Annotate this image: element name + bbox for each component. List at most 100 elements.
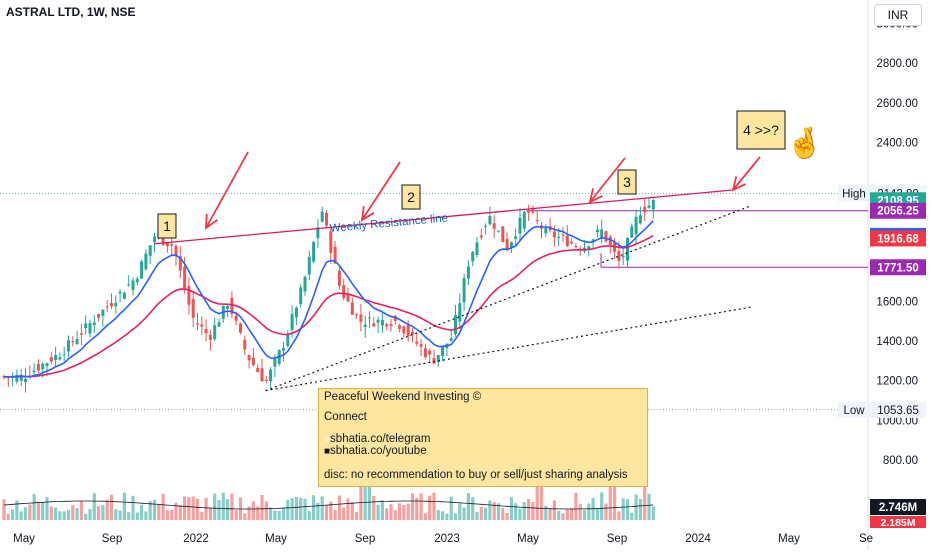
volume-bar xyxy=(92,493,96,520)
volume-bar xyxy=(617,511,621,520)
candle-body xyxy=(436,354,440,362)
ema-slow-line xyxy=(3,234,654,378)
candle-body xyxy=(110,302,113,307)
candle-body xyxy=(41,363,45,370)
candle-body xyxy=(187,286,191,305)
volume-bar xyxy=(402,504,406,520)
volume-bar xyxy=(505,512,509,520)
x-tick-label: May xyxy=(265,533,287,545)
volume-bar xyxy=(256,506,260,520)
candle-body xyxy=(587,246,591,250)
volume-bar xyxy=(2,499,6,520)
note-telegram[interactable]: sbhatia.co/telegram xyxy=(330,433,431,445)
candle-body xyxy=(479,235,483,238)
volume-bar xyxy=(518,508,522,520)
candle-body xyxy=(290,313,294,331)
candle-body xyxy=(423,348,427,358)
resistance-line-label: Weekly Resistance line xyxy=(329,212,448,235)
candle-body xyxy=(346,293,350,302)
candle-body xyxy=(79,333,83,335)
volume-bar xyxy=(638,499,642,520)
arrow-head xyxy=(588,188,604,204)
volume-bar xyxy=(565,509,569,520)
candle-body xyxy=(415,341,419,344)
volume-bar xyxy=(213,493,217,520)
candle-body xyxy=(320,211,324,222)
volume-bar xyxy=(161,493,165,520)
candle-body xyxy=(114,302,118,307)
candle-body xyxy=(148,245,152,256)
candle-body xyxy=(264,379,268,381)
candle-body xyxy=(178,256,182,271)
candle-body xyxy=(411,331,414,335)
volume-bar xyxy=(320,496,324,520)
candle-body xyxy=(398,325,402,329)
resistance-line xyxy=(154,189,732,245)
candle-body xyxy=(651,200,655,210)
candle-body xyxy=(208,334,212,340)
price-tag-bg xyxy=(870,202,926,219)
volume-bar xyxy=(66,510,71,520)
volume-bar xyxy=(230,493,234,520)
volume-bar xyxy=(32,494,36,520)
volume-bar xyxy=(432,492,436,520)
info-note: Peaceful Weekend Investing © Connect ○sb… xyxy=(318,388,648,487)
volume-bar xyxy=(363,460,367,520)
candle-body xyxy=(88,323,92,334)
candle-body xyxy=(101,309,105,316)
chart-title: ASTRAL LTD, 1W, NSE xyxy=(6,5,136,19)
note-youtube[interactable]: sbhatia.co/youtube xyxy=(330,445,427,457)
y-tick-label: 1400.00 xyxy=(876,336,918,348)
candle-body xyxy=(217,322,221,327)
candle-body xyxy=(135,278,139,283)
volume-bar xyxy=(458,503,462,520)
candle-body xyxy=(570,241,574,244)
candle-body xyxy=(307,256,311,275)
volume-bar xyxy=(539,465,544,520)
candle-body xyxy=(608,236,612,245)
candle-body xyxy=(58,357,62,360)
volume-bar xyxy=(58,511,62,520)
candle-body xyxy=(118,291,122,294)
volume-bar xyxy=(466,493,470,520)
volume-bar xyxy=(333,509,337,520)
volume-bar xyxy=(144,511,148,520)
volume-ma-line xyxy=(3,500,654,510)
candle-body xyxy=(342,285,346,298)
candle-body xyxy=(505,238,509,251)
candle-body xyxy=(337,270,341,286)
volume-bar xyxy=(148,501,152,520)
price-tag-bg xyxy=(870,259,926,276)
volume-bar xyxy=(178,504,182,520)
y-tick-label: 2400.00 xyxy=(876,138,918,150)
low-caption: Low xyxy=(843,405,865,417)
volume-bar xyxy=(514,503,518,520)
candle-body xyxy=(402,326,406,334)
wave-label-text: 1 xyxy=(163,218,171,234)
candle-body xyxy=(256,368,260,373)
volume-bar xyxy=(453,513,458,520)
volume-bar xyxy=(49,506,53,520)
volume-bar xyxy=(105,499,109,520)
wave-label-box xyxy=(401,184,421,210)
volume-bar xyxy=(97,506,101,520)
x-tick-label: Sep xyxy=(102,533,122,545)
volume-bar xyxy=(118,510,122,520)
arrow-head xyxy=(360,206,375,222)
candle-body xyxy=(2,376,6,378)
volume-bar xyxy=(303,498,307,520)
volume-bar xyxy=(101,505,105,520)
candle-body xyxy=(54,355,58,361)
candle-body xyxy=(492,223,496,229)
volume-bar xyxy=(204,497,208,520)
volume-tag-bg xyxy=(870,499,926,515)
currency-button[interactable]: INR xyxy=(874,4,922,26)
volume-bar xyxy=(294,497,298,520)
volume-bar xyxy=(346,498,350,520)
candle-body xyxy=(359,314,363,322)
candle-body xyxy=(428,350,432,355)
volume-bar xyxy=(45,497,49,520)
volume-bar xyxy=(475,511,479,520)
volume-bar xyxy=(535,465,539,520)
